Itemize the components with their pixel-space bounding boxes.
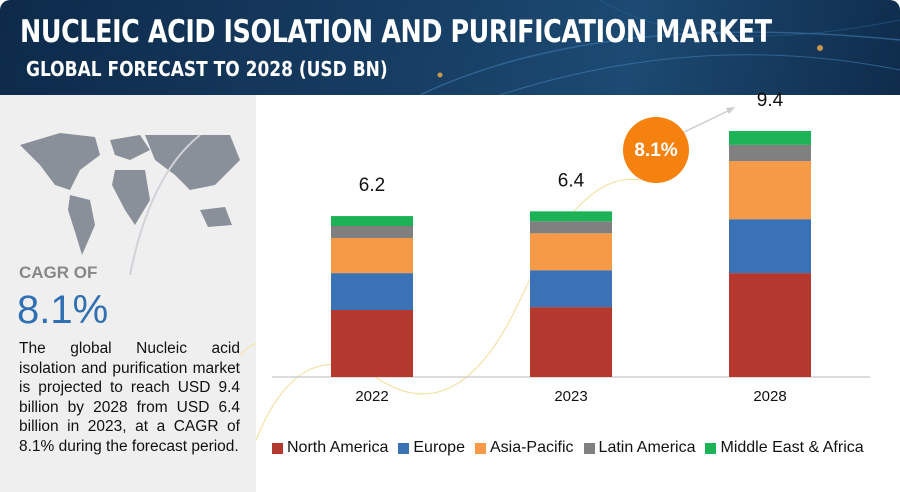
bar-segment <box>530 211 612 222</box>
legend-label: Asia-Pacific <box>489 439 574 456</box>
bar-segment <box>331 273 413 311</box>
cagr-bubble <box>623 117 689 183</box>
legend-label: Middle East & Africa <box>720 439 864 456</box>
growth-arrow <box>679 109 731 135</box>
legend-item: Latin America <box>583 439 696 457</box>
legend-swatch <box>398 442 410 454</box>
header: NUCLEIC ACID ISOLATION AND PURIFICATION … <box>0 0 900 95</box>
legend-swatch <box>272 442 283 454</box>
world-map <box>20 133 240 275</box>
legend-label: North America <box>287 439 389 456</box>
x-tick-label: 2023 <box>554 388 587 405</box>
total-label: 6.4 <box>558 170 585 191</box>
legend-label: Latin America <box>598 439 696 456</box>
arrow-head <box>726 107 735 114</box>
bar-segment <box>729 131 811 145</box>
total-label: 6.2 <box>359 175 385 196</box>
description: The global Nucleic acid isolation and pu… <box>19 340 240 455</box>
bar-segment <box>729 144 811 162</box>
cagr-label: CAGR OF <box>19 263 98 282</box>
legend-item: Middle East & Africa <box>705 439 864 457</box>
bar-segment <box>331 238 413 274</box>
legend-item: North America <box>272 439 388 457</box>
legend-swatch <box>583 442 595 454</box>
legend-swatch <box>474 442 486 454</box>
bar-segment <box>530 233 612 271</box>
header-decoration <box>419 0 900 95</box>
bar-segment <box>530 221 612 234</box>
legend-label: Europe <box>413 439 465 456</box>
cagr-value: 8.1% <box>17 288 109 332</box>
subtitle: GLOBAL FORECAST TO 2028 (USD BN) <box>26 57 388 81</box>
bar-segment <box>530 307 612 377</box>
title: NUCLEIC ACID ISOLATION AND PURIFICATION … <box>20 14 772 50</box>
x-tick-label: 2028 <box>753 388 786 405</box>
legend-swatch <box>705 442 717 454</box>
bar-segment <box>530 270 612 308</box>
bar-segment <box>331 216 413 226</box>
x-tick-label: 2022 <box>355 388 388 405</box>
cagr-bubble-label: 8.1% <box>634 140 677 161</box>
bar-segment <box>729 219 811 274</box>
bar-segment <box>331 310 413 377</box>
bar-segment <box>729 161 811 220</box>
legend-item: Asia-Pacific <box>474 439 574 457</box>
legend-item: Europe <box>398 439 465 457</box>
bar-segment <box>729 273 811 377</box>
sidebar <box>0 95 256 492</box>
bar-segment <box>331 225 413 239</box>
decor-curve <box>239 343 256 356</box>
decor-curve <box>255 178 641 441</box>
legend: North America Europe Asia-Pacific Latin Ame… <box>272 439 864 457</box>
total-label: 9.4 <box>757 90 784 111</box>
